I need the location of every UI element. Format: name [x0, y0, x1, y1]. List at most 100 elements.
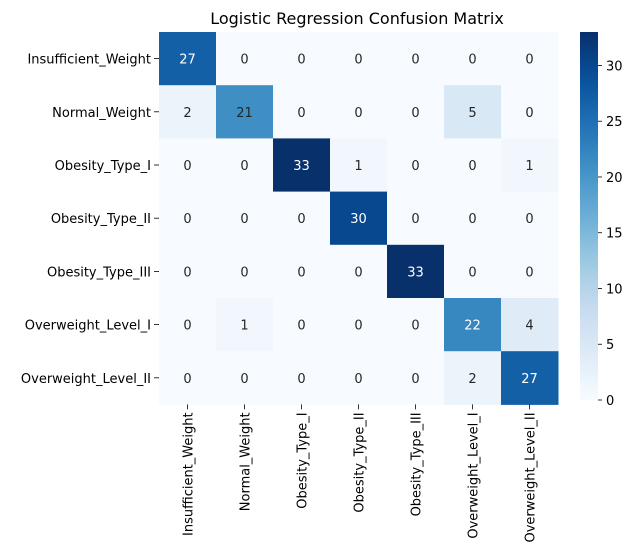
cell-value-label: 0	[297, 53, 305, 68]
cell-value-label: 0	[525, 53, 533, 68]
heatmap-cell	[216, 85, 274, 139]
colorbar-tick-label: 5	[606, 338, 614, 353]
chart-title: Logistic Regression Confusion Matrix	[210, 9, 504, 28]
colorbar-tick-label: 25	[606, 115, 623, 130]
cell-value-label: 0	[525, 212, 533, 227]
heatmap-cell	[387, 85, 445, 139]
heatmap-cell	[501, 351, 559, 405]
heatmap-cell	[501, 138, 559, 193]
colorbar-tick-label: 20	[606, 171, 623, 186]
y-tick-label: Obesity_Type_II	[51, 212, 151, 227]
cell-value-label: 0	[183, 212, 191, 227]
cell-value-label: 1	[525, 159, 533, 174]
colorbar-tick-label: 0	[606, 394, 614, 409]
heatmap-cell	[501, 32, 559, 86]
heatmap-cell	[159, 191, 217, 246]
heatmap-cell	[330, 298, 388, 352]
cell-value-label: 0	[411, 159, 419, 174]
cell-value-label: 21	[236, 106, 253, 121]
cell-value-label: 0	[525, 106, 533, 121]
cell-value-label: 0	[411, 53, 419, 68]
heatmap-cell	[501, 191, 559, 246]
y-tick-label: Overweight_Level_II	[21, 372, 151, 387]
heatmap-cell	[216, 191, 274, 246]
heatmap-cell	[444, 298, 502, 352]
cell-value-label: 2	[183, 106, 191, 121]
cell-value-label: 0	[297, 319, 305, 334]
heatmap-cell	[330, 191, 388, 246]
heatmap-cell	[387, 138, 445, 193]
heatmap-cell	[273, 191, 331, 246]
cell-value-label: 30	[350, 212, 367, 227]
y-tick-label: Obesity_Type_III	[47, 265, 151, 280]
x-tick-label: Normal_Weight	[239, 412, 254, 511]
x-tick-label: Obesity_Type_II	[353, 412, 368, 512]
colorbar-tick-label: 10	[606, 282, 623, 297]
y-tick-label: Obesity_Type_I	[55, 159, 151, 174]
heatmap-cell	[501, 244, 559, 299]
cell-value-label: 0	[468, 212, 476, 227]
heatmap-cell	[216, 138, 274, 193]
heatmap-cell	[444, 32, 502, 86]
cell-value-label: 0	[354, 319, 362, 334]
heatmap-cell	[159, 32, 217, 86]
x-tick-label: Overweight_Level_II	[524, 412, 539, 542]
heatmap-cell	[273, 351, 331, 405]
heatmap-cell	[216, 298, 274, 352]
cell-value-label: 0	[468, 159, 476, 174]
cell-value-label: 0	[354, 106, 362, 121]
cell-value-label: 0	[354, 265, 362, 280]
column-labels: Insufficient_Weight Normal_Weight Obesity_…	[182, 404, 539, 542]
cell-value-label: 0	[240, 53, 248, 68]
heatmap-cell	[216, 351, 274, 405]
y-tick-label: Overweight_Level_I	[25, 319, 151, 334]
y-tick-label: Insufficient_Weight	[27, 53, 151, 68]
colorbar: 0 5 10 15 20 25 30	[580, 32, 623, 409]
heatmap-cell	[330, 244, 388, 299]
heatmap-cell	[273, 138, 331, 193]
cell-value-label: 0	[525, 265, 533, 280]
cell-value-label: 22	[464, 319, 481, 334]
heatmap-cell	[330, 138, 388, 193]
heatmap-cell	[216, 244, 274, 299]
heatmap-cell	[444, 85, 502, 139]
heatmap-cell	[159, 138, 217, 193]
y-tick-label: Normal_Weight	[52, 106, 151, 121]
heatmap-cell	[444, 244, 502, 299]
cell-value-label: 0	[354, 53, 362, 68]
cell-value-label: 0	[411, 106, 419, 121]
cell-value-label: 0	[297, 212, 305, 227]
colorbar-tick-label: 15	[606, 227, 623, 242]
cell-value-label: 5	[468, 106, 476, 121]
heatmap-cell	[330, 351, 388, 405]
heatmap-cell	[159, 244, 217, 299]
cell-value-label: 2	[468, 372, 476, 387]
heatmap-cells: 27 0 0 0 0 0 02 21 0 0 0 5 00 0 33 1 0 0 10 0 0 30 0 0 00 0 0 0 33 0 0…	[159, 32, 559, 405]
heatmap-cell	[387, 298, 445, 352]
cell-value-label: 0	[297, 265, 305, 280]
cell-value-label: 0	[183, 159, 191, 174]
colorbar-gradient	[580, 32, 598, 400]
heatmap-cell	[216, 32, 274, 86]
heatmap-cell	[159, 85, 217, 139]
heatmap-cell	[330, 85, 388, 139]
cell-value-label: 0	[468, 53, 476, 68]
heatmap-cell	[273, 298, 331, 352]
cell-value-label: 33	[407, 265, 424, 280]
cell-value-label: 0	[411, 212, 419, 227]
row-labels: Insufficient_Weight Normal_Weight Obesity_…	[21, 53, 159, 387]
cell-value-label: 0	[183, 372, 191, 387]
heatmap-cell	[444, 138, 502, 193]
heatmap-cell	[159, 351, 217, 405]
heatmap-cell	[387, 32, 445, 86]
cell-value-label: 0	[468, 265, 476, 280]
cell-value-label: 0	[354, 372, 362, 387]
cell-value-label: 0	[411, 372, 419, 387]
cell-value-label: 0	[240, 212, 248, 227]
cell-value-label: 27	[179, 53, 196, 68]
cell-value-label: 0	[297, 372, 305, 387]
cell-value-label: 0	[297, 106, 305, 121]
heatmap-cell	[273, 85, 331, 139]
cell-value-label: 33	[293, 159, 310, 174]
